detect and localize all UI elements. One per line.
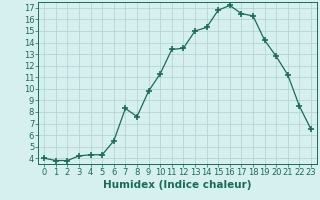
X-axis label: Humidex (Indice chaleur): Humidex (Indice chaleur) [103, 180, 252, 190]
